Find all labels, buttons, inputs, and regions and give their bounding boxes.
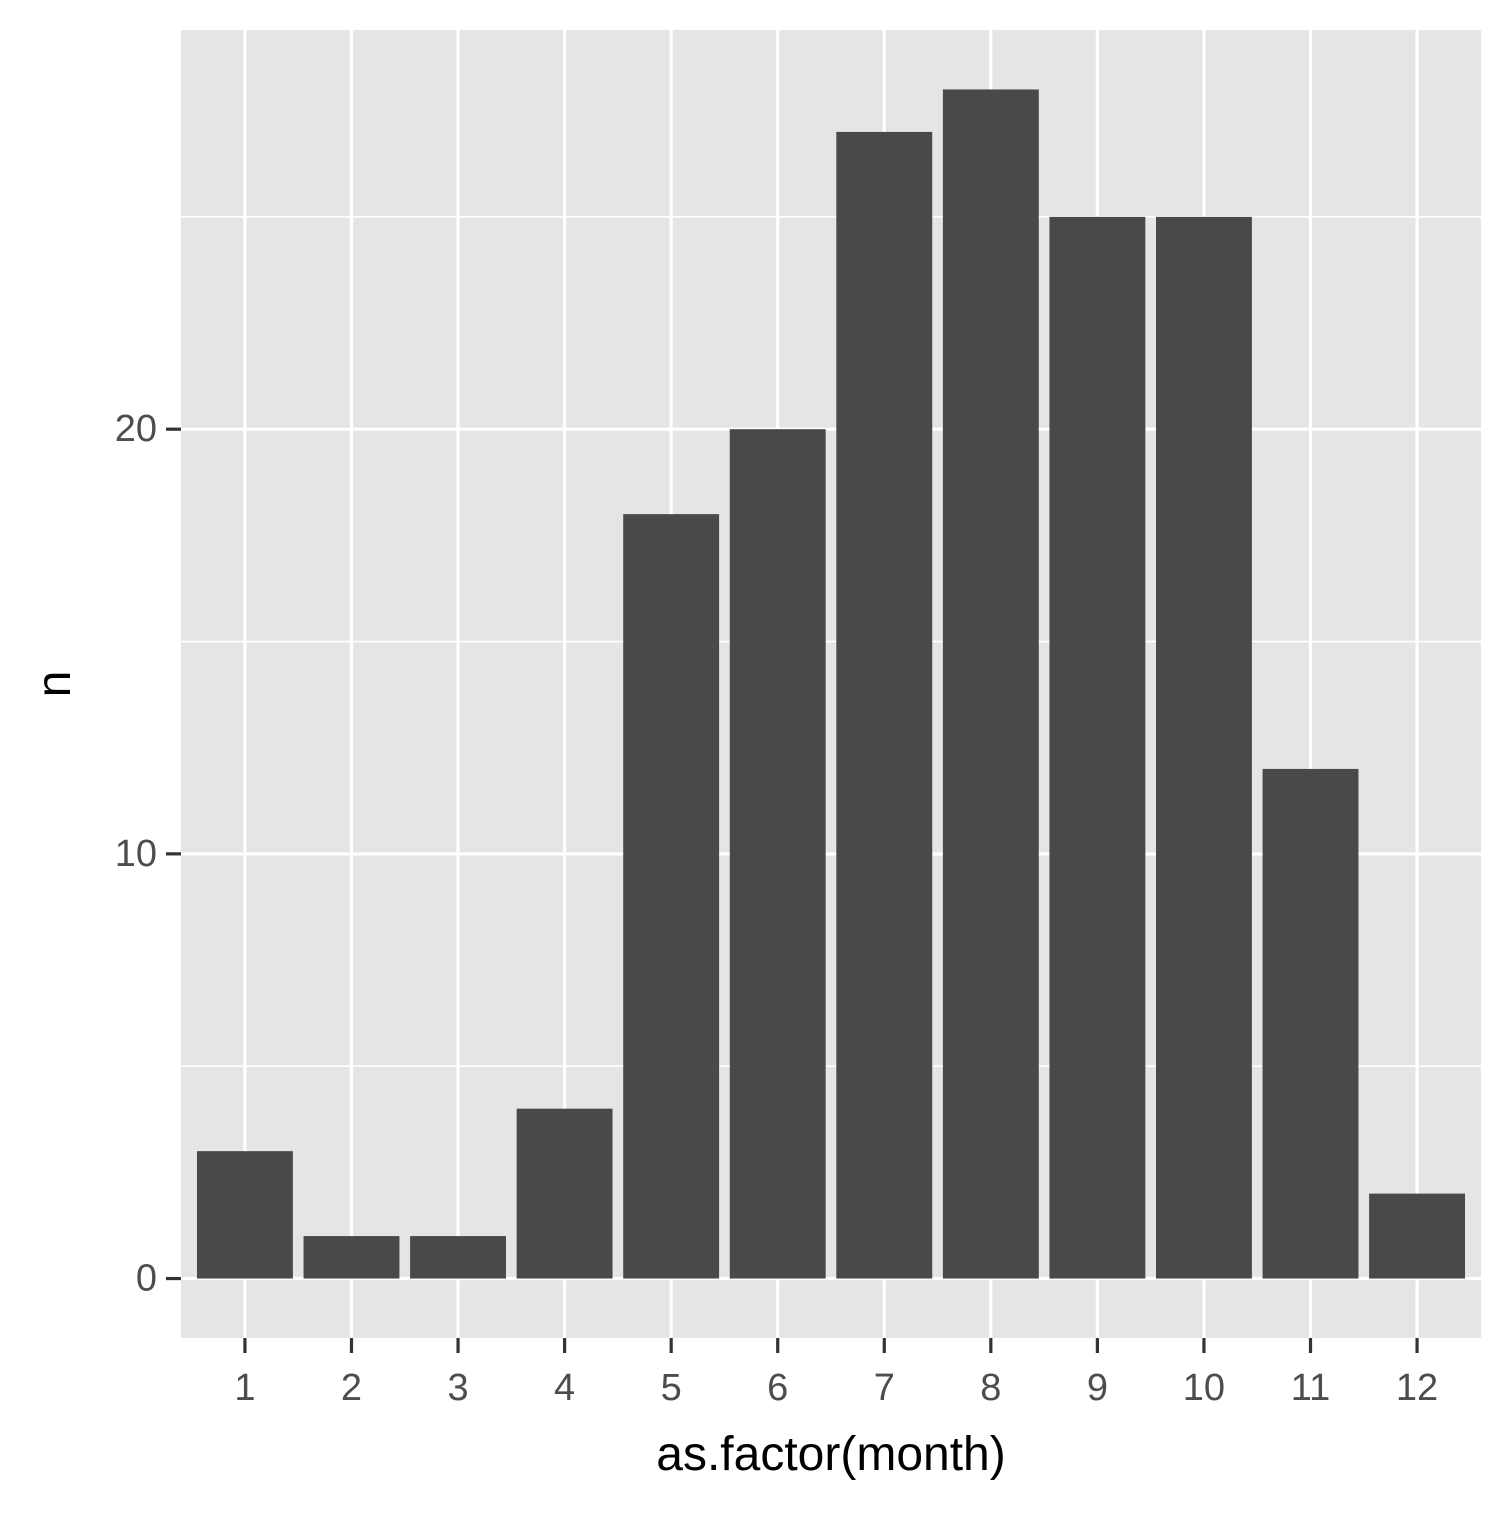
x-tick-label: 3 [447,1367,468,1409]
x-tick-label: 9 [1087,1367,1108,1409]
y-axis-title: n [28,671,81,698]
y-tick-label: 20 [115,408,157,450]
x-tick-label: 12 [1396,1367,1438,1409]
x-tick-label: 4 [554,1367,575,1409]
bar-12 [1369,1193,1466,1279]
x-tick-label: 7 [874,1367,895,1409]
x-tick-label: 2 [341,1367,362,1409]
x-tick-label: 6 [767,1367,788,1409]
x-tick-label: 5 [661,1367,682,1409]
y-tick-label: 10 [115,833,157,875]
bar-6 [729,429,826,1279]
bar-11 [1262,768,1359,1279]
bar-3 [410,1236,506,1279]
x-axis: 1 2 3 4 5 6 7 8 9 10 11 12 [234,1338,1438,1409]
x-tick-label: 1 [234,1367,255,1409]
y-tick-label: 0 [136,1258,157,1300]
bar-2 [303,1236,400,1279]
bar-5 [623,514,720,1279]
bar-8 [942,89,1039,1279]
bar-4 [516,1108,613,1279]
x-tick-label: 8 [980,1367,1001,1409]
bar-1 [196,1151,293,1279]
x-tick-label: 11 [1291,1367,1330,1409]
bar-7 [836,131,933,1279]
bar-9 [1049,216,1146,1279]
x-axis-title: as.factor(month) [656,1428,1005,1481]
bars [196,89,1466,1279]
x-tick-label: 10 [1183,1367,1225,1409]
y-axis: 0 10 20 [115,408,181,1300]
bar-10 [1156,216,1252,1279]
